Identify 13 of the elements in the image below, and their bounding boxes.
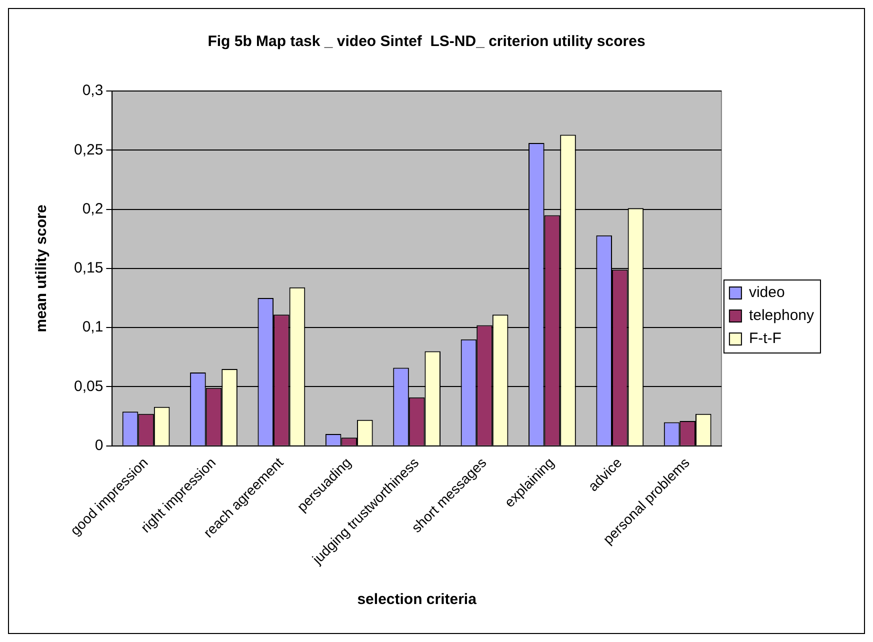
legend-label: telephony [748,307,814,324]
x-axis-title: selection criteria [357,591,478,608]
y-tick-label: 0 [94,437,104,454]
legend-label: video [748,284,785,302]
y-axis-title: mean utility score [33,204,50,332]
y-tick-label: 0,1 [82,318,104,336]
y-tick-label: 0,05 [74,378,104,395]
y-tick-label: 0,15 [74,260,104,277]
y-tick-label: 0,25 [74,141,104,158]
legend-label: F-t-F [748,330,782,348]
y-tick-label: 0,3 [82,82,104,100]
y-tick-label: 0,2 [82,200,104,218]
chart-title: Fig 5b Map task _ video Sintef LS-ND_ criterion utility scores [208,33,646,50]
